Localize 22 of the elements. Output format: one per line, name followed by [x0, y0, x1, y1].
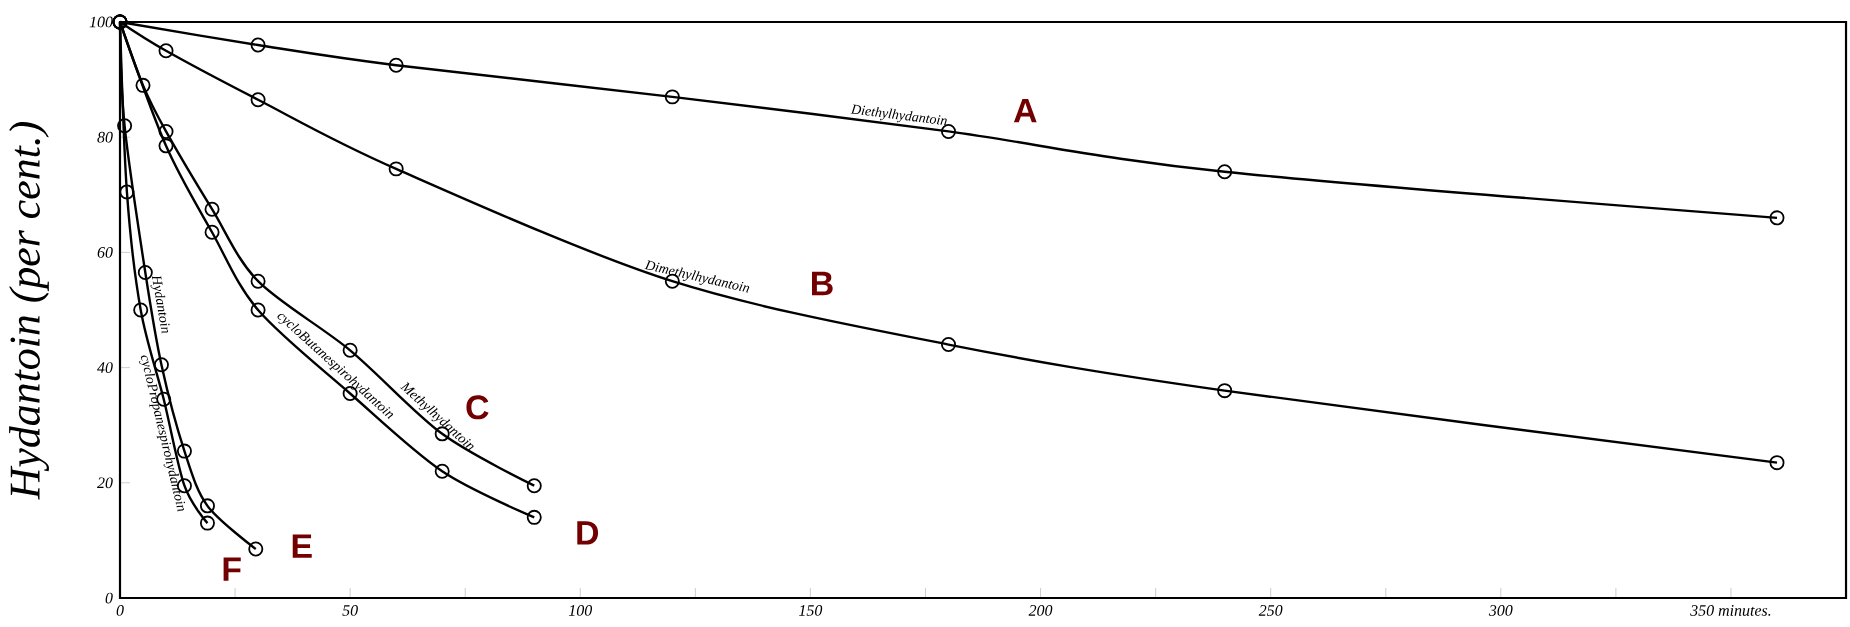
x-tick-label: 250 — [1258, 605, 1283, 616]
y-axis-title: Hydantoin (per cent.) — [9, 122, 49, 500]
y-tick-label: 20 — [97, 477, 113, 489]
x-tick-label: 150 — [799, 605, 823, 616]
annotation: B — [812, 271, 833, 296]
y-tick-label: 0 — [105, 592, 113, 604]
x-tick-label: 50 — [342, 605, 358, 616]
text: Hydantoin — [150, 275, 170, 334]
x-tick-label: 300 — [1488, 605, 1513, 616]
y-tick-label: 40 — [97, 362, 113, 373]
x-tick-label: 0 — [116, 605, 124, 616]
y-tick-label: 80 — [97, 131, 113, 143]
text: Diethylhydantoin — [850, 104, 947, 126]
annotation: F — [223, 557, 241, 581]
annotation: D — [577, 521, 599, 545]
x-tick-label: 350 minutes. — [1690, 605, 1771, 616]
annotation: E — [292, 534, 312, 558]
y-tick-label: 100 — [89, 16, 113, 28]
annotation: A — [1013, 99, 1037, 123]
x-tick-label: 100 — [568, 605, 593, 616]
y-tick-label: 60 — [97, 247, 113, 258]
x-tick-label: 200 — [1028, 605, 1053, 616]
